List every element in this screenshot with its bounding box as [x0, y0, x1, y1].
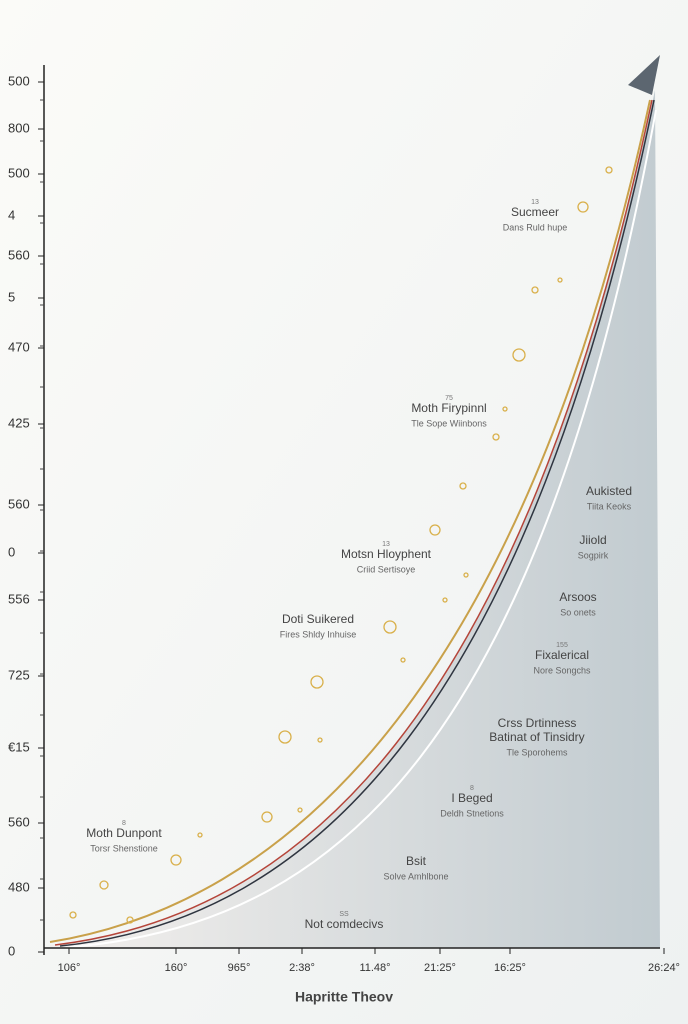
annotation-number: 75 [445, 395, 453, 402]
bubble [317, 737, 323, 743]
bubble [459, 482, 467, 490]
bubble [278, 730, 292, 744]
bubble [531, 286, 539, 294]
y-tick-label: 560 [8, 814, 30, 829]
annotation-title: Moth Firypinnl [411, 401, 486, 415]
y-tick-label: 800 [8, 120, 30, 135]
bubble [557, 277, 563, 283]
annotation-number: 8 [470, 785, 474, 792]
bubble [400, 657, 406, 663]
y-tick-label: 500 [8, 165, 30, 180]
annotation-title: I Beged [451, 791, 492, 805]
annotation-subtitle: Fires Shldy Inhuise [280, 629, 357, 639]
bubble [197, 832, 203, 838]
arrow-head [628, 55, 660, 95]
bubble [463, 572, 469, 578]
annotation-title: Bsit [406, 854, 427, 868]
bubble [577, 201, 589, 213]
bubble [492, 433, 500, 441]
y-tick-label: 560 [8, 247, 30, 262]
bubble [310, 675, 324, 689]
bubble [429, 524, 441, 536]
annotation-number: 8 [122, 820, 126, 827]
bubble [605, 166, 613, 174]
x-tick-label: 11.48° [359, 962, 390, 974]
annotation-title: Fixalerical [535, 648, 589, 662]
annotation-title: Moth Dunpont [86, 826, 162, 840]
x-tick-label: 21:25° [424, 962, 456, 974]
bubble [126, 916, 134, 924]
bubble [442, 597, 448, 603]
annotation-title: Crss Drtinness [498, 716, 577, 730]
annotation-title: Sucmeer [511, 205, 559, 219]
annotation-title: Aukisted [586, 484, 632, 498]
annotation-number: 13 [531, 199, 539, 206]
annotation-title: Not comdecivs [305, 917, 384, 931]
y-tick-label: 470 [8, 339, 30, 354]
annotation-subtitle: Criid Sertisoye [357, 564, 416, 574]
annotation-subtitle: Batinat of Tinsidry [489, 730, 584, 744]
annotation-title: Arsoos [559, 590, 596, 604]
annotation-subtitle: Sogpirk [578, 550, 609, 560]
annotation-number: 13 [382, 541, 390, 548]
x-tick-label: 2:38° [289, 962, 315, 974]
annotation-subtitle: Tle Sope Wiinbons [411, 418, 487, 428]
bubble [99, 880, 109, 890]
bubble [170, 854, 182, 866]
y-tick-label: 425 [8, 415, 30, 430]
y-tick-label: €15 [8, 739, 30, 754]
bubble [383, 620, 397, 634]
y-tick-label: 560 [8, 496, 30, 511]
x-axis-title: Hapritte Theov [295, 989, 393, 1005]
annotation-number: 155 [556, 642, 568, 649]
x-tick-label: 965° [228, 962, 251, 974]
bubble [297, 807, 303, 813]
curve [49, 99, 651, 943]
annotation-number: SS [339, 911, 349, 918]
y-tick-label: 0 [8, 544, 15, 559]
y-tick-label: 0 [8, 943, 15, 958]
bubble [512, 348, 526, 362]
y-tick-label: 500 [8, 73, 30, 88]
bubble [261, 811, 273, 823]
bubble [502, 406, 508, 412]
annotation-subtitle: Nore Songchs [533, 665, 591, 675]
y-tick-label: 4 [8, 207, 15, 222]
curve [69, 109, 657, 948]
x-tick-label: 16:25° [494, 962, 526, 974]
y-tick-label: 725 [8, 667, 30, 682]
y-tick-label: 480 [8, 879, 30, 894]
annotation-title: Jiiold [579, 533, 606, 547]
shaded-area [50, 90, 660, 948]
curve [54, 99, 653, 946]
bubble [69, 911, 77, 919]
annotation-title: Motsn Hloyphent [341, 547, 432, 561]
x-tick-label: 26:24° [648, 962, 680, 974]
annotation-note: Tle Sporohems [506, 747, 568, 757]
y-tick-label: 556 [8, 591, 30, 606]
x-tick-label: 160° [165, 962, 188, 974]
y-tick-label: 5 [8, 289, 15, 304]
annotation-subtitle: So onets [560, 607, 596, 617]
annotation-title: Doti Suikered [282, 612, 354, 626]
curve [59, 99, 655, 947]
x-tick-label: 106° [58, 962, 81, 974]
annotation-subtitle: Deldh Stnetions [440, 808, 504, 818]
annotation-subtitle: Dans Ruld hupe [503, 222, 568, 232]
annotation-subtitle: Tiita Keoks [587, 501, 632, 511]
annotation-subtitle: Torsr Shenstione [90, 843, 158, 853]
annotation-subtitle: Solve Amhlbone [383, 871, 448, 881]
